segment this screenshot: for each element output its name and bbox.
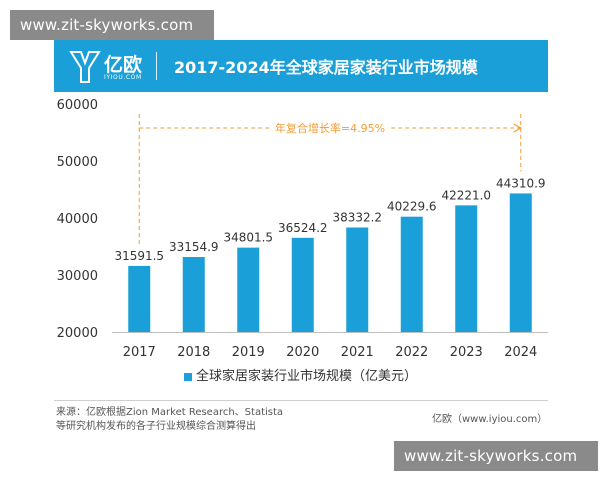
- bar-2017: [128, 265, 151, 332]
- watermark-bottom: www.zit-skyworks.com: [394, 441, 598, 471]
- cagr-label-background: [272, 119, 388, 137]
- cagr-annotation: 年复合增长率=4.95%: [138, 114, 522, 244]
- x-tick-label: 2020: [286, 345, 319, 360]
- source-note: 来源：亿欧根据Zion Market Research、Statista 等研究…: [56, 406, 386, 434]
- y-tick-label: 40000: [57, 212, 98, 227]
- x-tick-label: 2024: [504, 345, 537, 360]
- data-label-2018: 33154.9: [169, 240, 219, 254]
- bar-series: [128, 193, 532, 332]
- bar-2020: [291, 237, 314, 332]
- footer-divider: [54, 400, 548, 401]
- logo-mark-icon: [69, 51, 101, 83]
- x-tick-label: 2019: [232, 345, 265, 360]
- cagr-arrowhead-icon: [513, 123, 522, 133]
- bar-2024: [509, 193, 532, 332]
- x-axis: 2017 2018 2019 2020 2021 2022 2023 2024: [112, 332, 548, 360]
- brand-credit: 亿欧（www.iyiou.com）: [432, 414, 548, 425]
- iyiou-logo: 亿欧 IYIOU.COM: [68, 46, 148, 86]
- x-tick-label: 2017: [123, 345, 156, 360]
- bar-2021: [346, 227, 369, 332]
- data-label-2017: 31591.5: [114, 249, 164, 263]
- watermark-top: www.zit-skyworks.com: [10, 10, 214, 40]
- data-label-2020: 36524.2: [278, 221, 328, 235]
- logo-name: 亿欧: [104, 54, 143, 76]
- data-label-2024: 44310.9: [496, 176, 546, 190]
- logo-subtext: IYIOU.COM: [104, 74, 142, 81]
- bar-2022: [400, 216, 423, 332]
- legend-label: 全球家居家装行业市场规模（亿美元）: [196, 369, 418, 384]
- x-tick-label: 2023: [450, 345, 483, 360]
- x-tick-label: 2021: [341, 345, 374, 360]
- x-tick-label: 2018: [177, 345, 210, 360]
- y-axis: 20000 30000 40000 50000 60000: [57, 98, 98, 341]
- x-tick-label: 2022: [395, 345, 428, 360]
- data-label-2023: 42221.0: [441, 188, 491, 202]
- data-label-2021: 38332.2: [332, 211, 382, 225]
- bar-2018: [182, 257, 205, 332]
- cagr-label: 年复合增长率=4.95%: [275, 121, 385, 135]
- data-labels: 31591.5 33154.9 34801.5 36524.2 38332.2 40229…: [114, 176, 545, 263]
- bar-2019: [237, 247, 260, 332]
- chart-header: 亿欧 IYIOU.COM 2017-2024年全球家居家装行业市场规模: [54, 40, 548, 92]
- legend: 全球家居家装行业市场规模（亿美元）: [184, 368, 417, 386]
- legend-swatch: [184, 372, 192, 381]
- header-divider: [156, 52, 157, 80]
- data-label-2022: 40229.6: [387, 200, 437, 214]
- y-tick-label: 60000: [57, 98, 98, 113]
- source-line-2: 等研究机构发布的各子行业规模综合测算得出: [56, 421, 256, 432]
- bar-2023: [455, 205, 478, 332]
- data-label-2019: 34801.5: [223, 231, 273, 245]
- y-tick-label: 30000: [57, 269, 98, 284]
- source-line-1: 来源：亿欧根据Zion Market Research、Statista: [56, 407, 284, 418]
- chart-title: 2017-2024年全球家居家装行业市场规模: [174, 58, 478, 77]
- y-tick-label: 20000: [57, 326, 98, 341]
- y-tick-label: 50000: [57, 155, 98, 170]
